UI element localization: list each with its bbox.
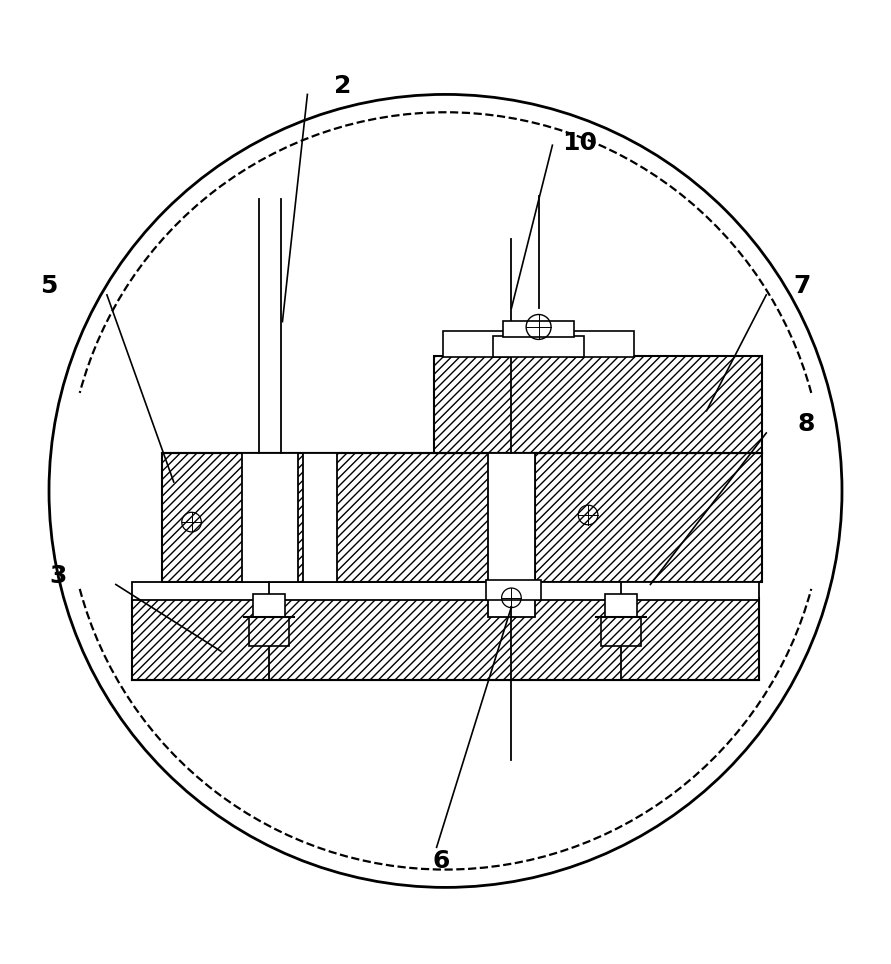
Bar bbox=[434, 357, 762, 452]
Text: 7: 7 bbox=[793, 274, 811, 298]
Bar bbox=[601, 617, 641, 646]
Bar bbox=[242, 452, 298, 582]
Bar bbox=[503, 321, 574, 336]
Bar bbox=[303, 452, 337, 582]
Text: 5: 5 bbox=[40, 274, 58, 298]
Bar bbox=[493, 335, 584, 358]
Text: 6: 6 bbox=[432, 848, 450, 872]
Text: 3: 3 bbox=[49, 564, 67, 587]
Text: 2: 2 bbox=[334, 73, 352, 97]
Bar bbox=[162, 452, 536, 582]
Bar bbox=[486, 580, 541, 600]
Bar bbox=[535, 452, 762, 582]
Text: 8: 8 bbox=[797, 412, 815, 436]
Text: 10: 10 bbox=[561, 131, 597, 155]
Bar bbox=[605, 594, 637, 617]
Bar bbox=[570, 331, 634, 358]
Bar bbox=[443, 331, 507, 358]
Bar bbox=[249, 617, 289, 646]
Bar bbox=[132, 582, 759, 600]
Bar bbox=[488, 452, 535, 617]
Bar bbox=[132, 598, 759, 680]
Bar bbox=[253, 594, 285, 617]
